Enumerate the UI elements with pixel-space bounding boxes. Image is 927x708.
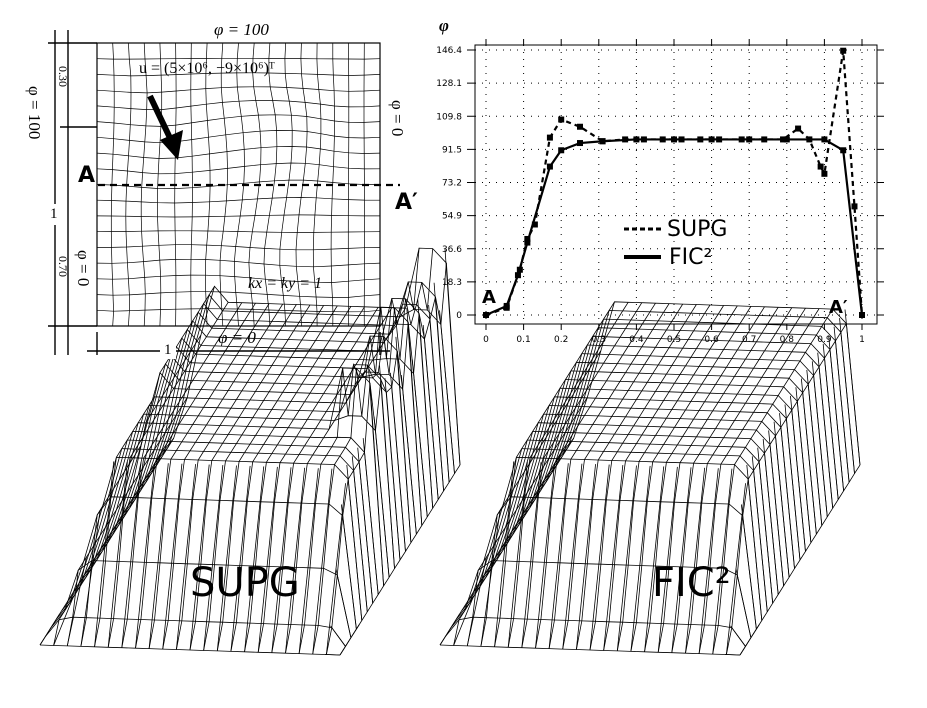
data-point-marker: [558, 116, 565, 123]
x-tick-label: 0: [483, 335, 489, 345]
data-point-marker: [851, 203, 858, 210]
right-boundary-condition: φ = 0: [388, 100, 407, 137]
data-point-marker: [524, 239, 531, 246]
data-point-marker: [746, 136, 753, 143]
section-end-label: A′: [395, 190, 418, 215]
y-tick-label: 73.2: [442, 179, 462, 189]
y-tick-label: 36.6: [442, 245, 462, 255]
legend-fic-label: FIC²: [669, 245, 713, 270]
dimension-top-segment: 0.30: [56, 66, 70, 87]
data-point-marker: [546, 134, 553, 141]
left-bottom-boundary-condition: φ = 0: [74, 250, 93, 287]
chart-grid: [475, 45, 877, 324]
data-point-marker: [531, 221, 538, 228]
data-point-marker: [783, 136, 790, 143]
surface-plot-fic: [439, 301, 861, 656]
dimension-lines: [48, 30, 390, 355]
chart-ticks: 0 0.1 0.2 0.3 0.4 0.5 0.6 0.7 0.8 0.9 1018.336.654…: [436, 39, 884, 345]
y-tick-label: 146.4: [436, 46, 462, 56]
dimension-width: 1: [160, 342, 176, 359]
data-point-marker: [840, 147, 847, 154]
y-tick-label: 54.9: [442, 212, 462, 222]
x-tick-label: 0.4: [629, 335, 644, 345]
x-tick-label: 0.8: [780, 335, 795, 345]
chart-frame: [474, 44, 878, 325]
y-tick-label: 91.5: [442, 145, 462, 155]
data-point-marker: [840, 47, 847, 54]
dimension-height: 1: [50, 204, 58, 225]
legend-supg-label: SUPG: [667, 217, 728, 242]
series-line-fic: [485, 138, 864, 317]
data-point-marker: [821, 136, 828, 143]
problem-panel: [48, 30, 400, 355]
data-point-marker: [599, 138, 606, 145]
chart-series: [483, 47, 865, 318]
data-point-marker: [577, 123, 583, 130]
bottom-boundary-condition: φ = 0: [218, 328, 256, 347]
surface-supg-label: SUPG: [190, 560, 300, 606]
data-point-marker: [795, 125, 802, 132]
y-tick-label: 109.8: [436, 112, 462, 122]
diffusion-label: kx = ky = 1: [248, 275, 322, 292]
x-tick-label: 0.3: [592, 335, 606, 345]
data-point-marker: [503, 302, 510, 309]
x-tick-label: 0.7: [742, 335, 756, 345]
surface-fic-label: FIC²: [652, 560, 731, 606]
data-point-marker: [821, 170, 828, 177]
x-tick-label: 0.9: [817, 335, 832, 345]
x-tick-label: 1: [859, 335, 865, 345]
data-point-marker: [671, 136, 677, 143]
data-point-marker: [546, 163, 553, 170]
chart-start-label: A: [482, 287, 496, 308]
y-tick-label: 0: [456, 311, 462, 321]
data-point-marker: [483, 312, 489, 318]
surface-plot-supg: [39, 247, 461, 656]
section-start-label: A: [78, 163, 96, 188]
y-tick-label: 128.1: [436, 79, 462, 89]
data-point-marker: [817, 163, 824, 170]
series-line-supg: [485, 50, 864, 317]
x-tick-label: 0.2: [554, 335, 568, 345]
left-top-boundary-condition: φ = 100: [25, 86, 44, 140]
x-tick-label: 0.1: [516, 335, 530, 345]
chart-end-label: A′: [829, 297, 848, 318]
data-point-marker: [708, 136, 715, 143]
top-boundary-condition: φ = 100: [214, 20, 269, 39]
velocity-arrow-icon: [147, 94, 183, 160]
data-point-marker: [514, 272, 521, 279]
dimension-bottom-segment: 0.70: [56, 256, 70, 277]
y-tick-label: 18.3: [442, 278, 462, 288]
data-point-marker: [558, 147, 565, 154]
data-point-marker: [633, 136, 640, 143]
data-point-marker: [859, 312, 865, 318]
profile-chart: 0 0.1 0.2 0.3 0.4 0.5 0.6 0.7 0.8 0.9 1018.336.654…: [436, 39, 884, 345]
data-point-marker: [577, 140, 583, 147]
velocity-label: u = (5×10⁶, −9×10⁶)ᵀ: [139, 60, 275, 77]
chart-y-axis-label: φ: [439, 16, 449, 35]
